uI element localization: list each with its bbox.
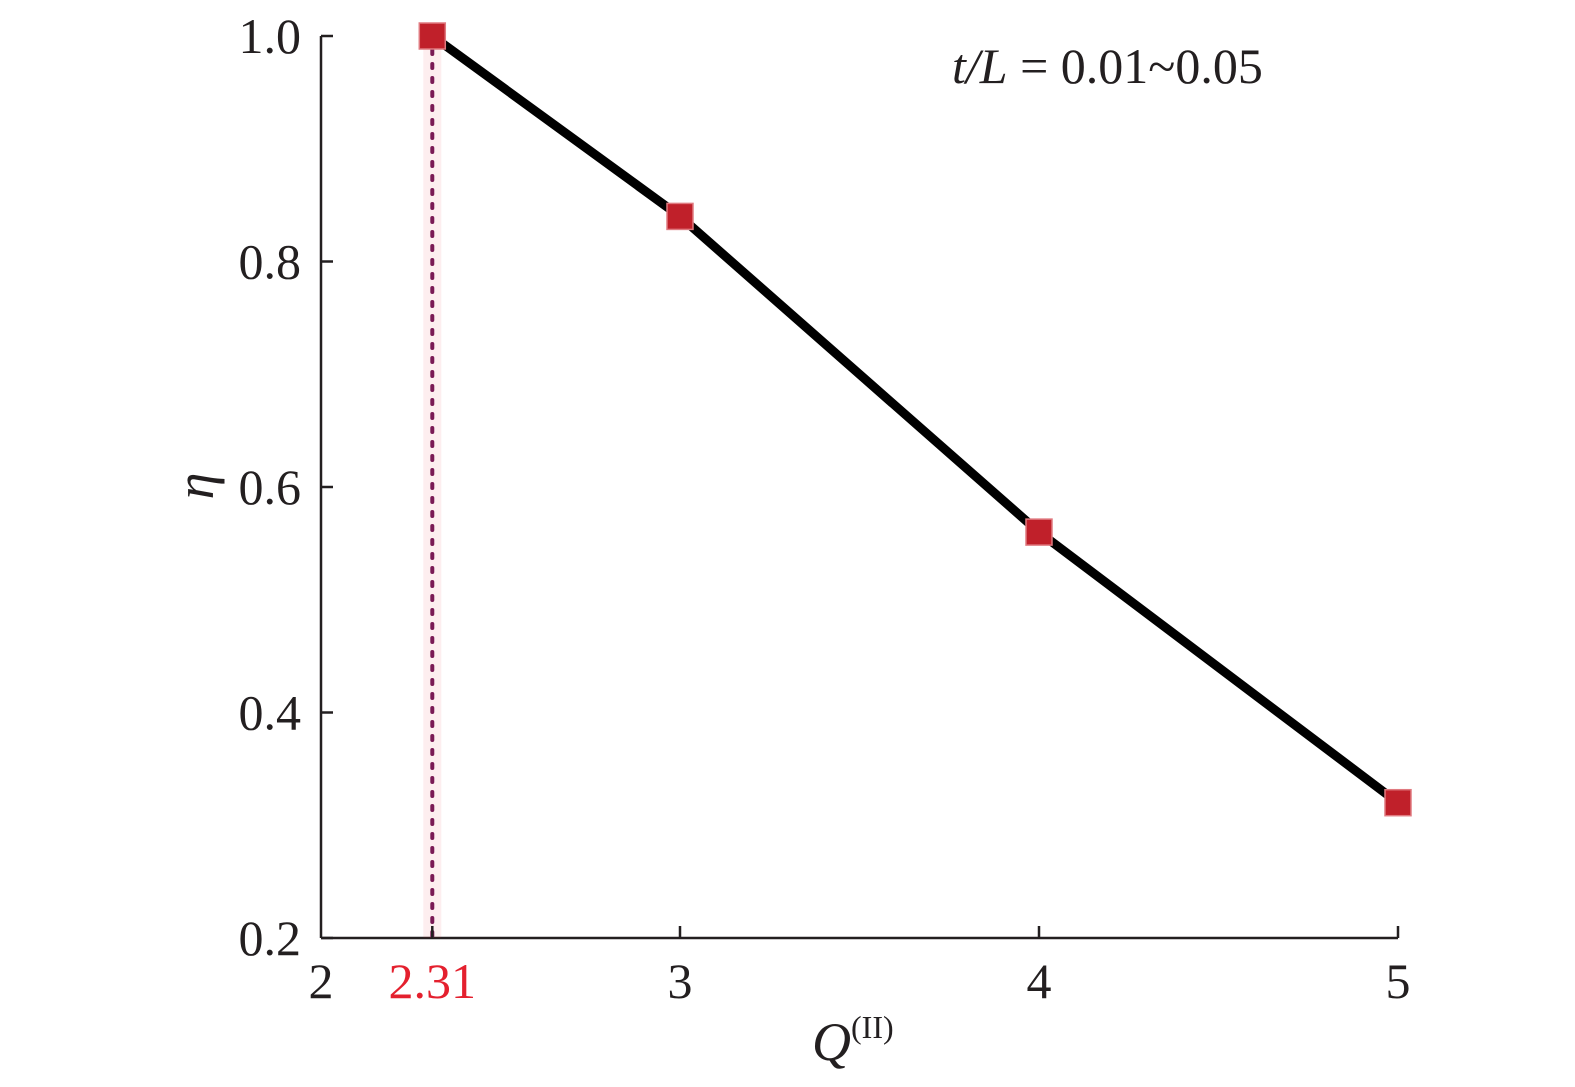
data-point	[1025, 518, 1053, 546]
x-axis-label-superscript: (II)	[851, 1009, 894, 1045]
x-tick-label: 4	[1027, 953, 1052, 1009]
y-tick-label: 0.6	[239, 459, 302, 515]
x-tick-label: 3	[668, 953, 693, 1009]
series-line	[429, 32, 1401, 807]
y-tick-label: 0.8	[239, 234, 302, 290]
x-axis-label-main: Q	[812, 1012, 851, 1072]
x-tick-label: 2	[309, 953, 334, 1009]
y-tick-label: 0.4	[239, 685, 302, 741]
annotation-rest: = 0.01~0.05	[1008, 38, 1263, 94]
tick-labels: 0.2 0.4 0.6 0.8 1.0 2 3 4 5	[239, 8, 1411, 1009]
x-tick-label: 5	[1386, 953, 1411, 1009]
marker-line: 2.31	[389, 34, 477, 1009]
data-point	[418, 22, 447, 50]
y-axis-label: η	[165, 473, 225, 500]
data-point	[1384, 788, 1412, 817]
y-tick-label: 1.0	[239, 8, 302, 64]
data-point	[666, 202, 694, 231]
annotation-text: t/L = 0.01~0.05	[952, 38, 1263, 94]
marker-line-label: 2.31	[389, 953, 477, 1009]
series	[418, 22, 1412, 817]
axes	[319, 34, 1400, 940]
y-tick-label: 0.2	[239, 910, 302, 966]
x-axis-label: Q(II)	[812, 1009, 894, 1072]
annotation-italic: t/L	[952, 38, 1008, 94]
